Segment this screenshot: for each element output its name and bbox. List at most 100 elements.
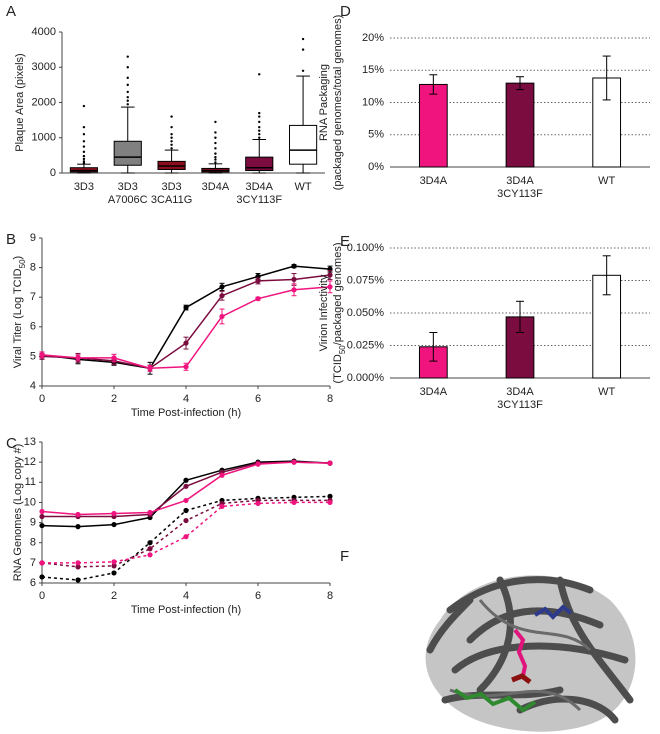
outlier [126,90,129,94]
outlier [82,104,86,108]
x-axis-label: Time Post-infection (h) [131,604,241,616]
outlier [126,76,129,80]
point [111,355,117,361]
point [327,499,333,506]
outlier [82,154,86,158]
outlier [301,37,305,41]
outlier [126,96,129,99]
x-tick-label: 3D3 [161,181,181,193]
point [147,552,153,558]
protein-structure [425,575,636,732]
outlier [82,150,86,154]
panel-letter: A [6,3,16,20]
outlier [214,131,217,134]
point [75,577,81,583]
x-tick-label: 3D4A [506,386,534,398]
x-tick-label: 2 [111,590,117,602]
panel-letter: D [340,3,351,20]
outlier [170,136,173,139]
outlier [170,115,173,118]
x-tick-label: 3CY113F [236,194,282,206]
outlier [126,83,129,87]
outlier [258,73,261,76]
y-axis-label: Plaque Area (pixels) [14,53,26,151]
point [75,524,81,530]
y-tick-label: 5 [30,350,36,362]
point [291,499,297,506]
x-tick-label: 0 [39,590,45,602]
point [219,472,225,478]
y-axis-label: Viral Titer (Log TCID50) [12,256,27,368]
y-axis-label-part: (packaged genomes/total genomes) [332,15,344,191]
outlier [126,66,129,69]
point [111,570,117,576]
point [75,511,81,518]
x-tick-label: 4 [183,393,189,405]
x-tick-label: 8 [327,590,333,602]
point [327,272,333,278]
x-tick-label: 8 [327,393,333,405]
point [183,364,189,370]
y-tick-label: 20% [362,32,384,44]
point [327,460,333,466]
y-tick-label: 8 [30,262,36,274]
outlier [170,147,173,150]
outlier [214,161,217,164]
y-tick-label: 8 [30,537,36,549]
point [75,560,81,566]
outlier [82,140,86,143]
series-line [42,501,330,564]
y-tick-label: 7 [30,291,36,303]
outlier [82,125,86,129]
y-axis-label: (TCID50/packaged genomes) [332,243,347,384]
x-tick-label: 3D4A [245,181,273,193]
y-tick-label: 0.025% [347,339,385,351]
point [39,508,45,515]
x-tick-label: 3D3 [74,181,94,193]
y-axis-label: Virion Infectivity [318,274,330,351]
x-tick-label: 2 [111,393,117,405]
outlier [258,125,261,129]
point [183,483,189,489]
x-tick-label: WT [598,175,615,187]
series-line [41,274,331,370]
y-tick-label: 3000 [32,61,56,73]
y-tick-label: 0.050% [347,307,385,319]
y-tick-label: 1000 [32,132,56,144]
outlier [258,115,261,118]
x-tick-label: 3D4A [506,175,534,187]
x-tick-label: 6 [255,590,261,602]
point [183,340,189,346]
y-tick-label: 2000 [32,96,56,108]
point [327,284,333,290]
point [39,522,45,529]
panel-letter: E [340,233,350,250]
y-axis-label: RNA Packaging [318,64,330,141]
point [147,365,153,371]
y-axis-label-part: RNA Packaging [318,64,330,141]
series-line [41,265,331,370]
y-tick-label: 0% [368,161,384,173]
point [219,503,225,510]
point [75,564,81,570]
outlier [126,55,129,58]
point [111,563,117,569]
box [288,124,318,165]
point [39,352,45,358]
x-tick-label: WT [598,386,615,398]
point [219,284,225,290]
point [219,293,225,299]
point [291,459,297,465]
y-tick-label: 4000 [32,26,56,38]
bar [418,83,448,168]
y-tick-label: 0 [50,167,56,179]
x-tick-label: 3CY113F [497,399,543,411]
outlier [258,129,261,132]
point [255,500,261,507]
y-tick-label: 5% [368,129,384,141]
point [291,287,297,293]
y-tick-label: 0.075% [347,274,385,286]
panel-letter: C [6,435,17,452]
outlier [170,125,173,129]
outlier [82,161,86,165]
